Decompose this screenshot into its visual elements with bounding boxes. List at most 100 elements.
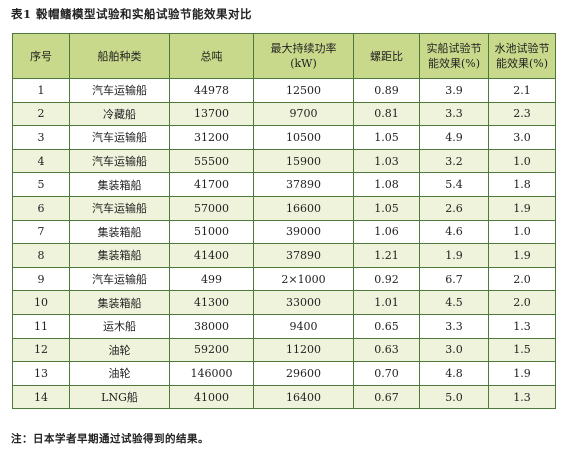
cell-pitch-ratio: 1.21	[353, 243, 420, 268]
header-ship-type: 船舶种类	[69, 33, 170, 79]
cell-ship-trial-saving: 6.7	[419, 266, 489, 292]
cell-index: 10	[12, 290, 70, 315]
cell-index: 14	[12, 384, 70, 410]
cell-gross-tonnage: 499	[169, 266, 254, 292]
cell-gross-tonnage: 55500	[169, 148, 254, 174]
cell-ship-type: 汽车运输船	[69, 148, 170, 174]
table-row: 4 汽车运输船 55500 15900 1.03 3.2 1.0	[12, 148, 556, 174]
cell-ship-trial-saving: 4.6	[419, 219, 489, 245]
header-index: 序号	[12, 33, 70, 79]
cell-pitch-ratio: 1.06	[353, 219, 420, 245]
cell-ship-type: 汽车运输船	[69, 266, 170, 292]
cell-pitch-ratio: 0.63	[353, 337, 420, 363]
cell-index: 4	[12, 148, 70, 174]
cell-pitch-ratio: 0.81	[353, 101, 420, 127]
cell-tank-test-saving: 1.9	[488, 243, 556, 268]
cell-pitch-ratio: 0.70	[353, 361, 420, 386]
cell-index: 2	[12, 101, 70, 127]
cell-tank-test-saving: 2.0	[488, 266, 556, 292]
cell-pitch-ratio: 1.08	[353, 172, 420, 197]
table-row: 5 集装箱船 41700 37890 1.08 5.4 1.8	[12, 172, 556, 197]
cell-tank-test-saving: 1.3	[488, 313, 556, 339]
cell-max-power: 12500	[253, 78, 354, 103]
cell-gross-tonnage: 146000	[169, 361, 254, 386]
header-max-power: 最大持续功率 (kW)	[253, 33, 354, 79]
cell-index: 3	[12, 125, 70, 150]
cell-index: 5	[12, 172, 70, 197]
cell-ship-type: 冷藏船	[69, 101, 170, 127]
cell-tank-test-saving: 1.9	[488, 361, 556, 386]
cell-gross-tonnage: 31200	[169, 125, 254, 150]
cell-ship-trial-saving: 3.3	[419, 313, 489, 339]
cell-max-power: 11200	[253, 337, 354, 363]
cell-max-power: 2×1000	[253, 266, 354, 292]
cell-gross-tonnage: 51000	[169, 219, 254, 245]
cell-index: 7	[12, 219, 70, 245]
cell-max-power: 33000	[253, 290, 354, 315]
cell-tank-test-saving: 1.0	[488, 219, 556, 245]
cell-ship-type: 油轮	[69, 361, 170, 386]
cell-gross-tonnage: 57000	[169, 195, 254, 221]
cell-index: 9	[12, 266, 70, 292]
cell-ship-type: 汽车运输船	[69, 195, 170, 221]
cell-index: 11	[12, 313, 70, 339]
cell-gross-tonnage: 44978	[169, 78, 254, 103]
cell-pitch-ratio: 1.01	[353, 290, 420, 315]
cell-tank-test-saving: 1.9	[488, 195, 556, 221]
cell-pitch-ratio: 1.05	[353, 195, 420, 221]
cell-ship-trial-saving: 3.0	[419, 337, 489, 363]
cell-ship-trial-saving: 2.6	[419, 195, 489, 221]
cell-ship-type: 集装箱船	[69, 243, 170, 268]
cell-ship-type: 运木船	[69, 313, 170, 339]
cell-pitch-ratio: 1.03	[353, 148, 420, 174]
cell-ship-trial-saving: 5.4	[419, 172, 489, 197]
cell-gross-tonnage: 38000	[169, 313, 254, 339]
table-row: 8 集装箱船 41400 37890 1.21 1.9 1.9	[12, 243, 556, 268]
table-row: 12 油轮 59200 11200 0.63 3.0 1.5	[12, 337, 556, 363]
cell-ship-trial-saving: 3.2	[419, 148, 489, 174]
table-header-row: 序号 船舶种类 总吨 最大持续功率 (kW) 螺距比 实船试验节 能效果(%) 水池…	[12, 33, 556, 79]
cell-index: 1	[12, 78, 70, 103]
cell-pitch-ratio: 0.67	[353, 384, 420, 410]
cell-tank-test-saving: 3.0	[488, 125, 556, 150]
cell-tank-test-saving: 1.8	[488, 172, 556, 197]
cell-ship-trial-saving: 4.5	[419, 290, 489, 315]
cell-gross-tonnage: 41300	[169, 290, 254, 315]
cell-ship-type: 集装箱船	[69, 172, 170, 197]
cell-index: 13	[12, 361, 70, 386]
cell-ship-trial-saving: 1.9	[419, 243, 489, 268]
cell-max-power: 16600	[253, 195, 354, 221]
cell-max-power: 9700	[253, 101, 354, 127]
cell-gross-tonnage: 41400	[169, 243, 254, 268]
cell-tank-test-saving: 1.3	[488, 384, 556, 410]
cell-tank-test-saving: 1.0	[488, 148, 556, 174]
table-caption: 表1 毂帽鳍模型试验和实船试验节能效果对比	[11, 7, 253, 21]
cell-pitch-ratio: 1.05	[353, 125, 420, 150]
cell-gross-tonnage: 41000	[169, 384, 254, 410]
table-row: 6 汽车运输船 57000 16600 1.05 2.6 1.9	[12, 195, 556, 221]
table-row: 11 运木船 38000 9400 0.65 3.3 1.3	[12, 313, 556, 339]
cell-gross-tonnage: 41700	[169, 172, 254, 197]
cell-index: 6	[12, 195, 70, 221]
cell-ship-trial-saving: 3.3	[419, 101, 489, 127]
cell-index: 12	[12, 337, 70, 363]
cell-ship-type: 汽车运输船	[69, 78, 170, 103]
cell-ship-trial-saving: 4.8	[419, 361, 489, 386]
cell-ship-trial-saving: 5.0	[419, 384, 489, 410]
cell-tank-test-saving: 1.5	[488, 337, 556, 363]
header-ship-trial-saving: 实船试验节 能效果(%)	[419, 33, 489, 79]
cell-ship-type: 油轮	[69, 337, 170, 363]
cell-ship-type: 集装箱船	[69, 290, 170, 315]
cell-index: 8	[12, 243, 70, 268]
cell-max-power: 15900	[253, 148, 354, 174]
cell-tank-test-saving: 2.3	[488, 101, 556, 127]
header-tank-test-saving: 水池试验节 能效果(%)	[488, 33, 556, 79]
table-row: 2 冷藏船 13700 9700 0.81 3.3 2.3	[12, 101, 556, 127]
cell-pitch-ratio: 0.89	[353, 78, 420, 103]
table-row: 14 LNG船 41000 16400 0.67 5.0 1.3	[12, 384, 556, 410]
header-gross-tonnage: 总吨	[169, 33, 254, 79]
cell-max-power: 16400	[253, 384, 354, 410]
cell-max-power: 10500	[253, 125, 354, 150]
cell-ship-trial-saving: 4.9	[419, 125, 489, 150]
data-table: 序号 船舶种类 总吨 最大持续功率 (kW) 螺距比 实船试验节 能效果(%) 水池…	[12, 33, 556, 410]
